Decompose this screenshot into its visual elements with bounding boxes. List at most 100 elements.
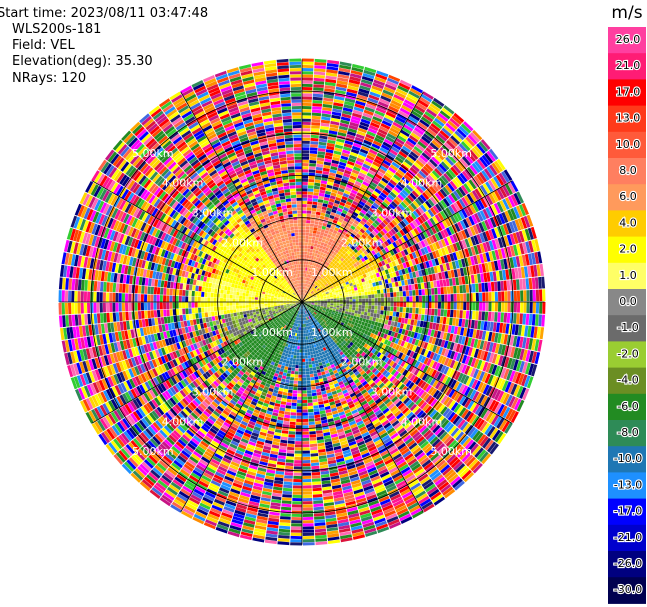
range-gate [405,285,409,291]
range-gate [402,291,406,297]
range-gate [312,367,317,371]
range-gate [351,255,356,260]
range-gate [363,260,368,266]
range-gate [382,189,390,196]
range-gate [349,276,354,280]
range-gate [342,264,346,268]
range-gate [333,180,341,185]
range-gate [303,289,305,293]
range-gate [285,459,294,463]
range-gate [306,223,310,227]
range-gate [302,191,308,195]
range-gate [302,197,308,201]
range-gate [434,309,438,316]
range-gate [431,170,441,179]
range-gate [309,226,314,231]
range-gate [307,292,310,295]
range-gate [302,507,313,511]
range-gate [280,401,287,405]
range-gate [322,263,326,268]
range-gate [353,106,364,113]
range-gate [302,393,307,397]
range-gate [462,284,467,293]
range-gate [285,462,294,467]
range-gate [305,355,308,359]
range-gate [411,190,419,198]
range-gate [307,274,310,278]
range-gate [310,446,318,451]
range-gate [312,494,323,498]
range-gate [335,262,340,267]
range-gate [317,154,325,159]
range-gate [382,141,392,149]
range-gate [496,188,505,200]
range-gate [445,207,453,216]
range-gate [289,421,296,425]
range-gate [391,124,401,132]
range-gate [353,253,359,258]
range-gate [447,154,457,164]
range-gate [318,221,323,226]
range-gate [449,117,460,128]
range-gate [412,177,420,186]
range-gate [309,289,312,293]
range-gate [307,261,311,265]
range-gate [398,132,409,140]
range-gate [471,147,481,158]
range-gate [333,202,339,208]
range-gate [302,485,312,489]
range-gate [378,238,384,244]
range-gate [365,212,372,219]
range-gate [340,212,347,218]
range-gate [309,278,313,282]
range-gate [304,289,306,293]
range-gate [362,298,365,302]
range-gate [363,139,373,146]
range-gate [392,143,402,151]
range-gate [310,141,319,145]
range-gate [418,183,427,192]
range-gate [302,466,311,470]
range-gate [366,253,371,259]
range-gate [293,352,297,356]
range-gate [302,188,308,192]
range-gate [302,134,311,138]
range-gate [458,186,466,197]
range-gate [323,161,331,166]
range-gate [350,172,359,178]
range-gate [419,232,426,240]
range-gate [415,295,419,302]
range-gate [344,101,355,107]
range-gate [429,196,438,205]
range-gate [308,293,312,296]
range-gate [403,124,414,132]
range-gate [437,212,444,221]
range-gate [320,288,324,291]
range-gate [452,164,462,174]
range-gate [295,361,299,365]
range-gate [355,195,362,201]
range-gate [453,190,461,200]
range-gate [361,79,373,85]
range-gate [345,166,353,172]
range-gate [472,310,476,320]
range-gate [354,209,361,215]
range-gate [326,244,331,249]
range-gate [415,102,427,111]
range-gate [302,418,309,422]
range-gate [283,478,293,482]
range-gate [422,192,430,200]
range-gate [352,243,358,249]
range-gate [312,481,322,485]
range-gate [315,420,322,425]
range-gate [306,210,312,214]
range-gate [363,315,367,319]
range-gate [351,67,364,73]
range-gate [381,177,389,184]
range-gate [299,327,301,331]
range-gate [402,285,406,291]
range-gate [427,198,435,207]
range-gate [324,299,327,301]
range-gate [439,221,446,230]
range-gate [316,160,324,165]
